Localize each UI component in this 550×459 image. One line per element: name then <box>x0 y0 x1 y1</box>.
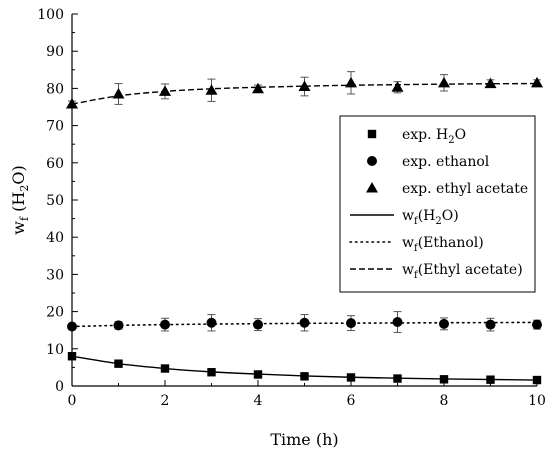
legend-marker <box>367 129 377 139</box>
data-point <box>207 368 216 377</box>
data-point <box>205 84 218 95</box>
data-point <box>391 81 404 92</box>
data-point <box>160 319 170 330</box>
data-point <box>67 321 77 332</box>
plot-series <box>66 71 543 385</box>
data-point <box>252 82 264 94</box>
legend: exp. H2O exp. ethanol exp. ethyl acetate wf… <box>339 115 536 293</box>
series-points <box>66 71 543 109</box>
legend-label: wf(H2O) <box>402 208 459 227</box>
data-point <box>160 364 170 373</box>
legend-marker <box>367 156 377 166</box>
data-point <box>485 319 496 330</box>
legend-label: exp. ethyl acetate <box>402 181 528 197</box>
legend-marker <box>366 182 378 193</box>
legend-label: exp. H2O <box>402 127 466 146</box>
data-point <box>393 374 402 383</box>
data-point <box>253 370 263 379</box>
series-points <box>67 352 542 385</box>
data-point <box>438 76 450 88</box>
x-tick-label: 2 <box>161 393 170 409</box>
data-point <box>159 85 171 96</box>
data-point <box>253 319 263 330</box>
data-point <box>439 375 449 384</box>
x-tick-label: 4 <box>254 393 263 409</box>
legend-entry: exp. H2O <box>367 127 466 146</box>
data-point <box>66 98 78 109</box>
legend-entry: exp. ethyl acetate <box>366 181 528 197</box>
x-tick-label: 10 <box>528 393 546 409</box>
data-point <box>346 373 356 382</box>
y-tick-label: 0 <box>55 379 64 395</box>
y-tick-label: 60 <box>46 156 64 172</box>
data-point <box>439 318 449 329</box>
data-point <box>114 359 123 368</box>
y-tick-label: 30 <box>46 267 64 283</box>
y-tick-label: 80 <box>46 81 64 97</box>
data-point <box>299 317 310 328</box>
legend-label: exp. ethanol <box>402 154 490 170</box>
legend-label: wf(Ethanol) <box>402 235 484 254</box>
x-tick-label: 0 <box>68 393 77 409</box>
y-tick-label: 100 <box>37 7 64 23</box>
y-axis-title: wf (H2O) <box>9 165 31 234</box>
x-tick-label: 8 <box>440 393 449 409</box>
data-point <box>206 317 217 328</box>
y-tick-label: 10 <box>46 342 64 358</box>
x-axis-title: Time (h) <box>270 430 338 449</box>
y-tick-label: 50 <box>46 193 64 209</box>
data-point <box>346 318 356 329</box>
x-tick-label: 6 <box>347 393 356 409</box>
legend-box <box>339 115 536 293</box>
data-point <box>345 76 357 88</box>
series-points <box>67 311 542 333</box>
data-point <box>112 87 125 99</box>
legend-entry: wf(Ethyl acetate) <box>350 262 523 281</box>
data-point <box>67 352 77 361</box>
y-tick-label: 70 <box>46 119 64 135</box>
y-tick-label: 20 <box>46 305 64 321</box>
data-point <box>532 319 542 330</box>
data-point <box>531 76 543 88</box>
y-tick-label: 40 <box>46 230 64 246</box>
data-point <box>532 375 542 385</box>
data-point <box>484 77 497 89</box>
data-point <box>298 80 311 92</box>
legend-entry: wf(Ethanol) <box>349 235 484 254</box>
data-point <box>486 375 495 384</box>
data-point <box>392 317 403 328</box>
y-tick-label: 90 <box>46 44 64 60</box>
data-point <box>113 320 124 331</box>
legend-entry: wf(H2O) <box>350 208 459 227</box>
legend-label: wf(Ethyl acetate) <box>402 262 523 281</box>
data-point <box>300 372 309 381</box>
legend-entry: exp. ethanol <box>367 154 490 170</box>
